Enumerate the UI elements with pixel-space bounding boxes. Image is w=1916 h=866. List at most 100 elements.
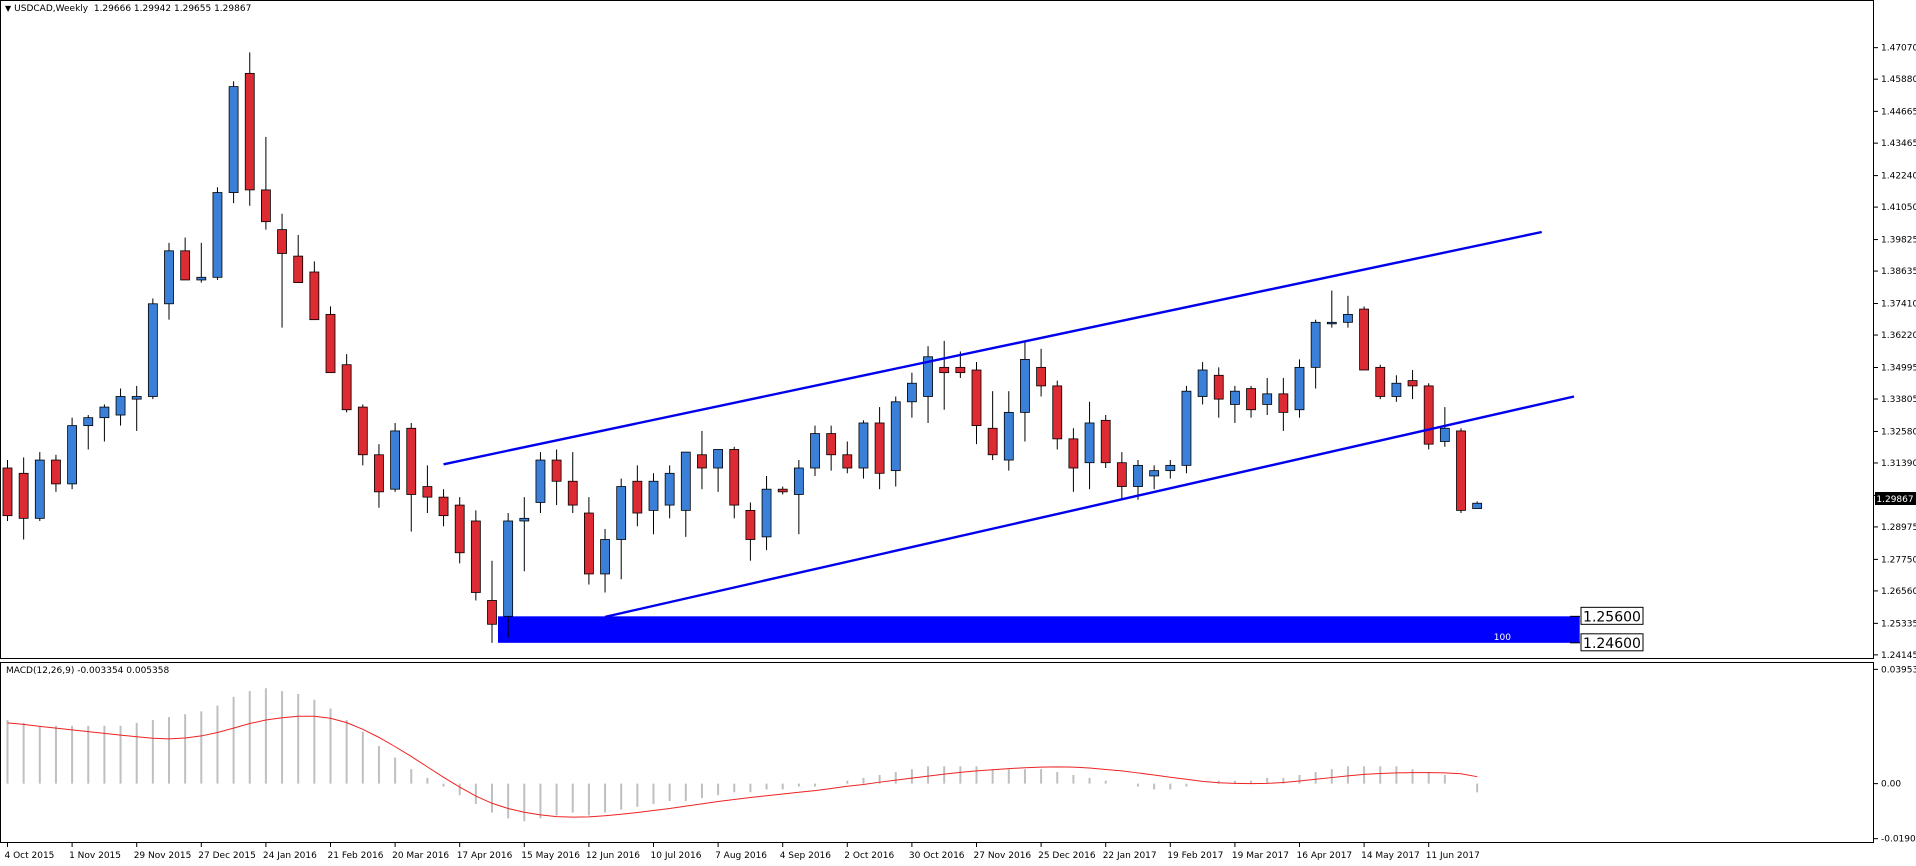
candle xyxy=(228,81,239,204)
time-tick-label: 12 Jun 2016 xyxy=(586,851,640,861)
candle-body xyxy=(1100,419,1111,464)
candle xyxy=(487,560,497,643)
candle xyxy=(1213,367,1224,418)
level-marker[interactable]: 1.24600 xyxy=(1570,633,1644,652)
time-tick-label: 7 Aug 2016 xyxy=(715,851,767,861)
candle-body xyxy=(600,539,610,575)
chart-menu-triangle-icon[interactable]: ▼ xyxy=(5,4,12,13)
level-marker[interactable]: 1.25600 xyxy=(1570,606,1644,625)
macd-panel-frame xyxy=(0,662,1874,843)
candle xyxy=(1310,319,1321,389)
candle-body xyxy=(955,366,966,374)
macd-tick-label: -0.019038 xyxy=(1881,835,1916,845)
price-tick-label: 1.24145 xyxy=(1881,651,1916,661)
candle xyxy=(99,404,110,442)
candle-body xyxy=(793,467,804,495)
candle xyxy=(1391,375,1402,402)
candle-body xyxy=(390,430,401,490)
candle xyxy=(567,452,578,514)
candle-body xyxy=(1294,366,1305,411)
candle-body xyxy=(147,303,158,397)
upper-channel-line[interactable] xyxy=(443,230,1542,466)
candle-body xyxy=(1423,385,1434,445)
macd-label: MACD(12,26,9) -0.003354 0.005358 xyxy=(6,666,170,676)
candle xyxy=(842,441,853,474)
candle-body xyxy=(535,459,546,503)
candle-body xyxy=(713,449,723,469)
candle-body xyxy=(228,86,239,193)
candle-body xyxy=(212,192,223,278)
candle-body xyxy=(584,512,594,575)
candle-body xyxy=(567,480,578,506)
candle-body xyxy=(1181,390,1192,466)
candle xyxy=(1278,377,1289,431)
candle-body xyxy=(1197,369,1208,397)
candle xyxy=(826,425,837,471)
candle-body xyxy=(729,449,740,506)
candle-body xyxy=(406,427,417,495)
candle-body xyxy=(341,364,352,411)
candle xyxy=(1246,385,1256,418)
candle xyxy=(260,136,271,230)
candle-body xyxy=(890,401,901,472)
current-price-tag: 1.29867 xyxy=(1875,492,1916,505)
candle xyxy=(1003,391,1014,471)
time-tick-label: 20 Mar 2016 xyxy=(392,851,449,861)
candle xyxy=(180,237,191,281)
candle-body xyxy=(1326,321,1337,325)
candle-body xyxy=(826,433,837,456)
candle-body xyxy=(616,486,627,540)
macd-panel[interactable]: 0.039531 0.00 -0.019038 xyxy=(0,662,1916,845)
candle xyxy=(907,372,917,418)
time-tick-label: 24 Jan 2016 xyxy=(263,851,317,861)
candle xyxy=(244,52,255,206)
price-tick-label: 1.37410 xyxy=(1881,300,1916,310)
candle-body xyxy=(697,454,707,469)
lower-channel-line[interactable] xyxy=(604,395,1575,619)
price-panel[interactable]: 100 1.25600 1.24600 1.47070 1.45880 1.44665… xyxy=(0,0,1916,661)
candle xyxy=(196,242,207,283)
candle-body xyxy=(180,250,191,281)
macd-histogram xyxy=(6,688,1479,822)
candle xyxy=(584,497,594,585)
candle xyxy=(1165,460,1176,479)
candle xyxy=(277,213,287,328)
candle xyxy=(147,298,158,400)
candle-body xyxy=(1084,422,1095,464)
candle xyxy=(858,420,869,479)
candle xyxy=(648,473,659,535)
candle-body xyxy=(1456,430,1466,511)
chart-header: ▼ USDCAD,Weekly 1.29666 1.29942 1.29655 1… xyxy=(5,4,251,14)
current-price-value: 1.29867 xyxy=(1876,495,1913,505)
candle-body xyxy=(1165,464,1176,472)
time-tick-label: 22 Jan 2017 xyxy=(1103,851,1157,861)
time-tick-label: 27 Dec 2015 xyxy=(198,851,256,861)
candle xyxy=(1456,428,1466,514)
level-value: 1.25600 xyxy=(1583,609,1641,625)
candle-body xyxy=(1407,380,1418,387)
horizontal-levels[interactable]: 1.25600 1.24600 xyxy=(1570,606,1644,652)
candle xyxy=(519,497,530,572)
price-tick-label: 1.25335 xyxy=(1881,619,1916,629)
candle xyxy=(600,528,610,593)
candles xyxy=(2,52,1483,643)
candle-body xyxy=(164,250,174,305)
time-tick-label: 4 Oct 2015 xyxy=(5,851,55,861)
candle xyxy=(745,502,756,561)
price-tick-label: 1.39825 xyxy=(1881,236,1916,246)
candle xyxy=(1133,460,1143,500)
candle-body xyxy=(293,255,304,283)
time-tick-label: 11 Jun 2017 xyxy=(1426,851,1480,861)
price-tick-label: 1.26560 xyxy=(1881,587,1916,597)
time-tick-label: 1 Nov 2015 xyxy=(69,851,121,861)
trendlines[interactable] xyxy=(443,230,1575,619)
candle xyxy=(406,422,417,532)
price-axis: 1.47070 1.45880 1.44665 1.43465 1.42240 1.410… xyxy=(1874,44,1916,661)
candle-body xyxy=(83,417,94,427)
candle xyxy=(1100,415,1111,469)
candle xyxy=(1052,380,1063,450)
candle-body xyxy=(1343,313,1353,323)
candle-body xyxy=(1003,411,1014,461)
candle xyxy=(1294,359,1305,418)
